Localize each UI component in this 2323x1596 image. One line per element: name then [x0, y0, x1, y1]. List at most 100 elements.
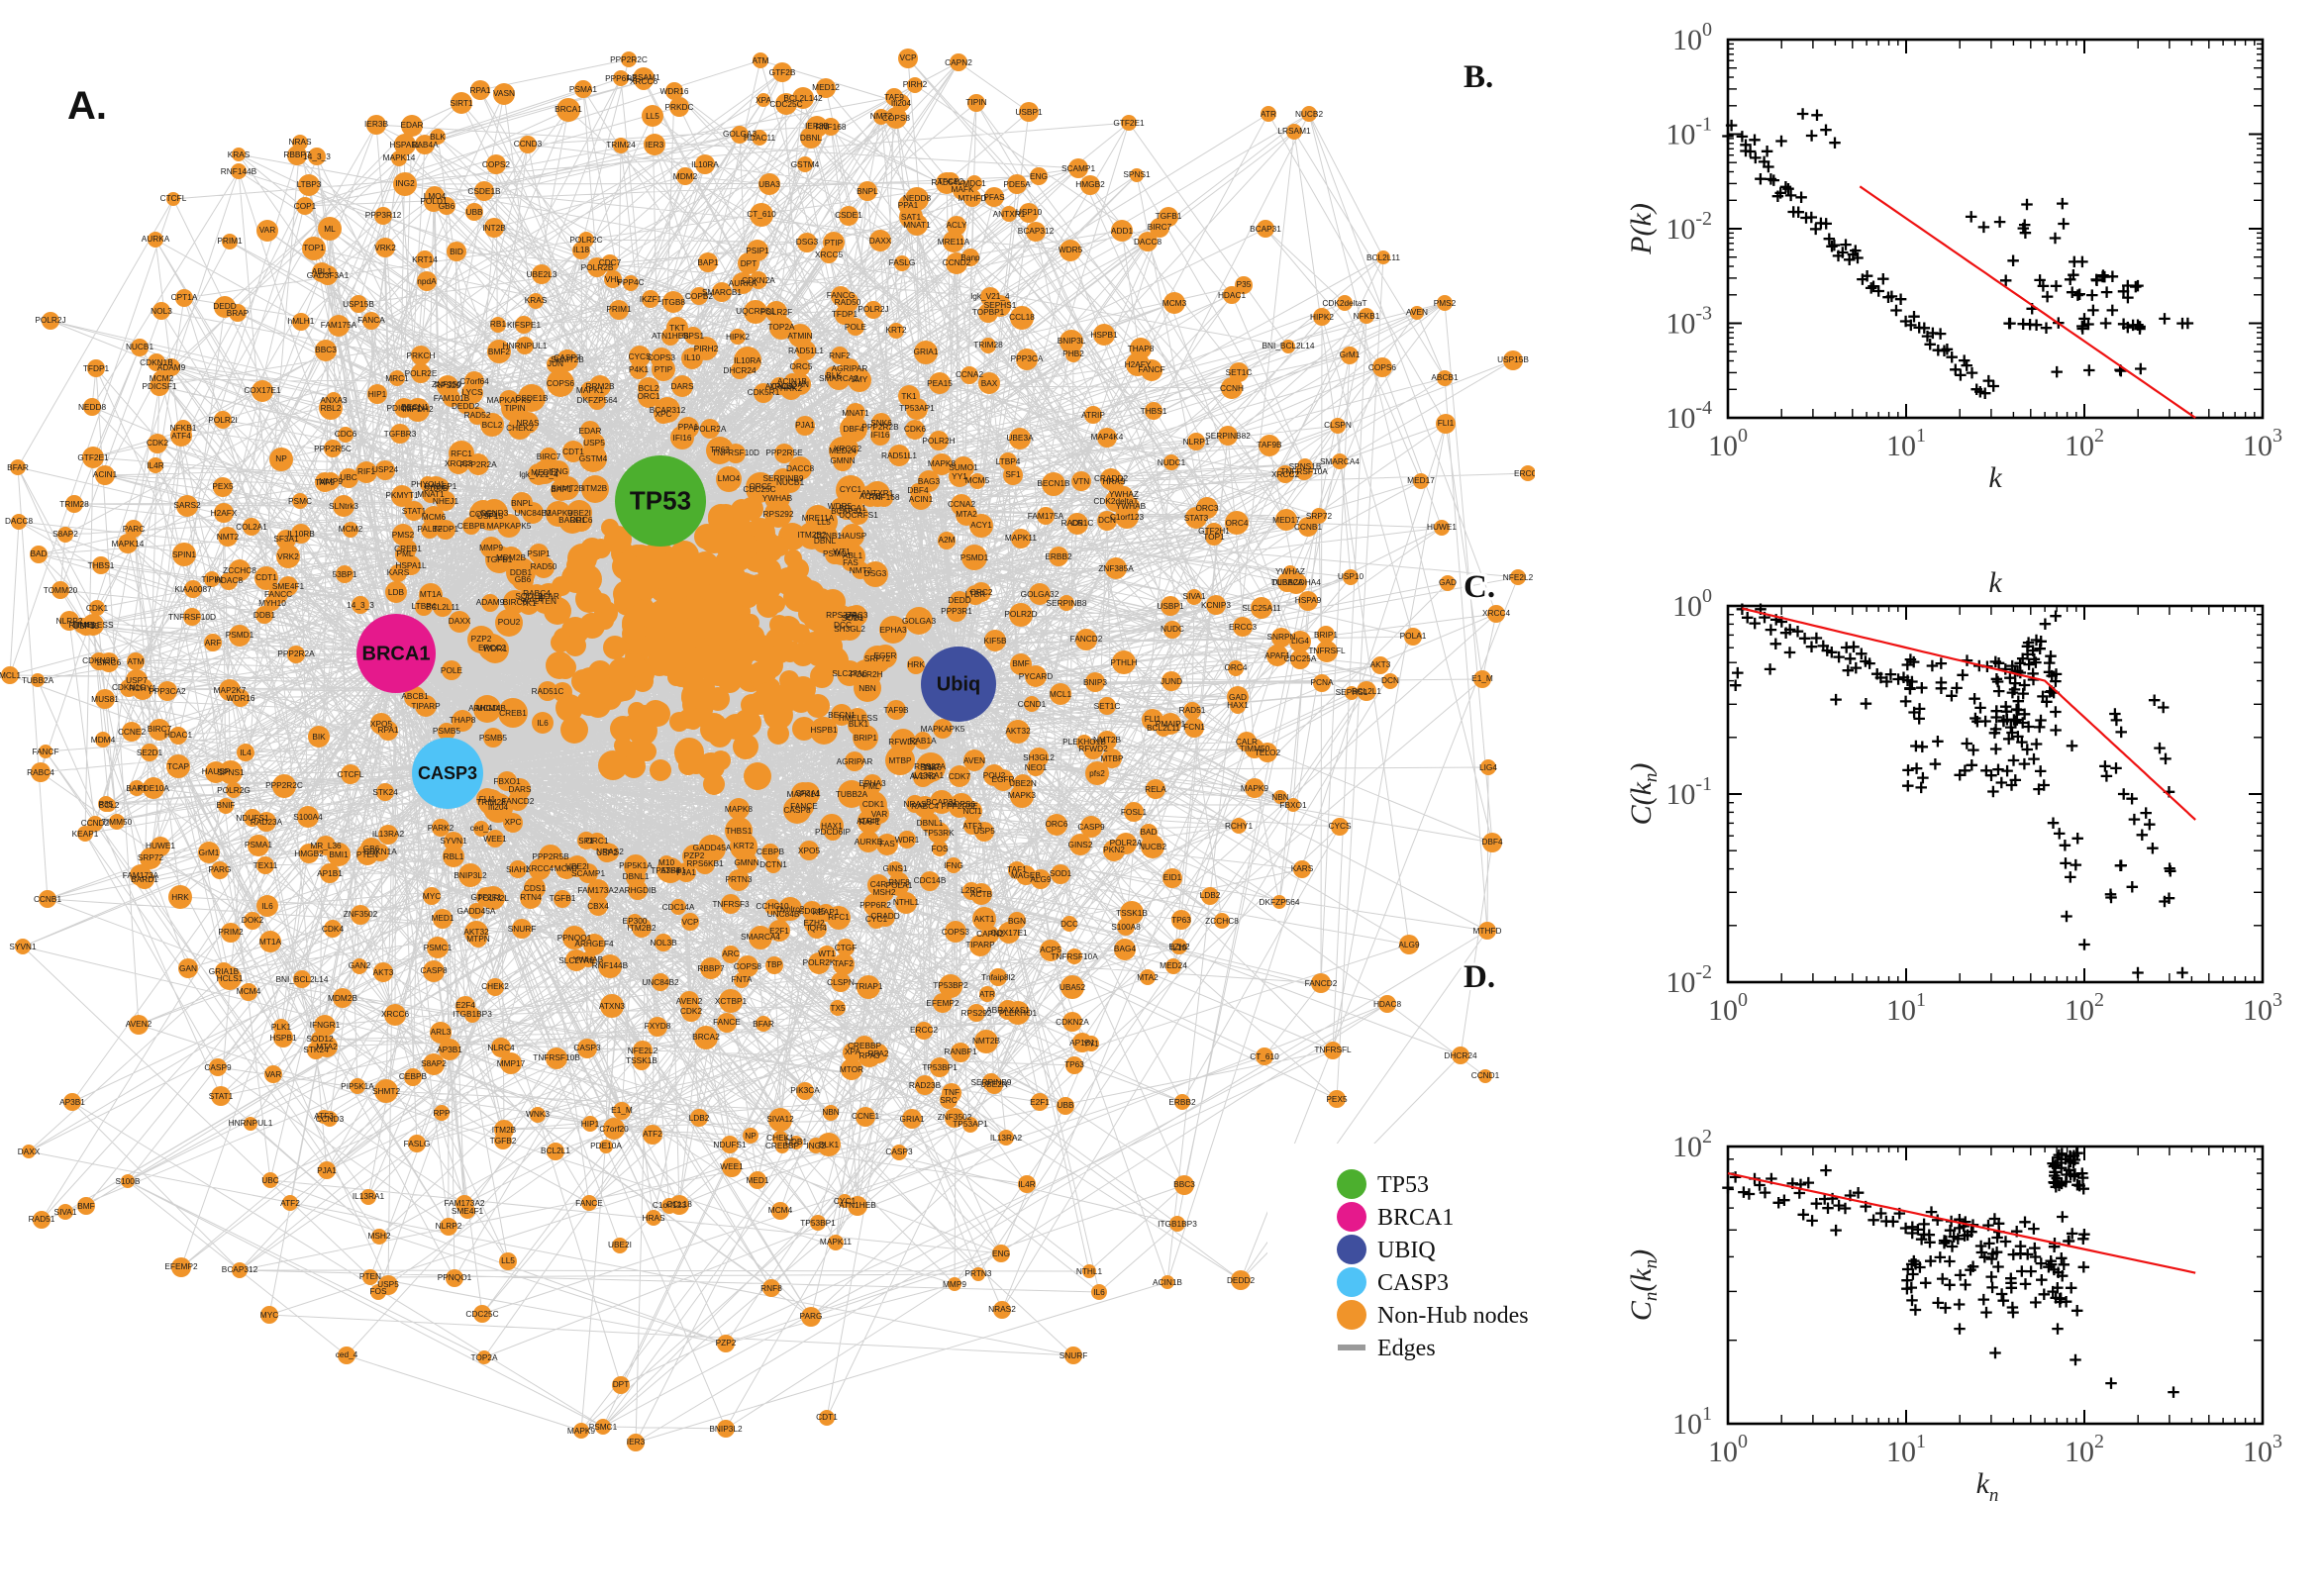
svg-text:TIPARP: TIPARP: [965, 940, 995, 949]
svg-text:MDM4: MDM4: [91, 735, 116, 745]
svg-text:TOP2A: TOP2A: [470, 1352, 498, 1362]
svg-text:INT2B: INT2B: [482, 223, 506, 233]
svg-text:FLI1: FLI1: [1438, 418, 1455, 428]
svg-text:CDK1: CDK1: [862, 799, 885, 809]
svg-text:PPP2R2C: PPP2R2C: [265, 780, 303, 790]
svg-text:ITM2B: ITM2B: [492, 1125, 517, 1135]
svg-text:ORC4: ORC4: [1224, 662, 1247, 672]
svg-text:DAXX: DAXX: [449, 616, 471, 626]
svg-text:FASLG: FASLG: [889, 257, 916, 267]
svg-text:IFNG: IFNG: [944, 860, 963, 870]
svg-text:COX17E1: COX17E1: [244, 385, 281, 395]
svg-text:SE2D1: SE2D1: [137, 748, 163, 757]
svg-text:HUWE1: HUWE1: [1427, 522, 1457, 532]
svg-text:DBNL1: DBNL1: [917, 818, 944, 828]
svg-text:RAD52: RAD52: [464, 410, 491, 420]
svg-text:NFE2L2: NFE2L2: [1503, 572, 1534, 582]
svg-text:ACTB: ACTB: [970, 889, 993, 899]
svg-text:SIVA12: SIVA12: [766, 1114, 794, 1124]
svg-text:DHCR24: DHCR24: [723, 365, 757, 375]
svg-text:YWHAB: YWHAB: [762, 493, 793, 503]
svg-text:VTN: VTN: [1073, 476, 1090, 486]
svg-text:STAT1: STAT1: [209, 1091, 234, 1101]
svg-text:DACC8: DACC8: [786, 463, 815, 473]
svg-text:IFI16: IFI16: [673, 433, 692, 443]
svg-text:TRIM24: TRIM24: [606, 140, 636, 150]
svg-text:BRCA1: BRCA1: [362, 644, 431, 665]
svg-text:XRCC6: XRCC6: [381, 1009, 410, 1019]
svg-text:BAX: BAX: [981, 378, 998, 388]
svg-text:CYC1: CYC1: [834, 1196, 857, 1206]
svg-text:MCM5: MCM5: [965, 475, 990, 485]
svg-text:TAF2: TAF2: [834, 958, 854, 968]
svg-text:NLRP1: NLRP1: [1183, 437, 1210, 447]
svg-text:DDB1: DDB1: [253, 610, 276, 620]
svg-text:GRIA1B: GRIA1B: [209, 966, 240, 976]
svg-text:MTPN: MTPN: [466, 934, 490, 944]
svg-text:PSMD1: PSMD1: [226, 630, 254, 640]
svg-text:RIF1: RIF1: [357, 466, 375, 476]
svg-text:S8AP2: S8AP2: [52, 529, 78, 539]
svg-text:KARS: KARS: [387, 567, 410, 577]
svg-text:10-2: 10-2: [1666, 961, 1712, 999]
svg-text:MTBP: MTBP: [1100, 753, 1124, 763]
svg-text:MMP17: MMP17: [497, 1058, 526, 1068]
svg-text:TRIM28: TRIM28: [59, 499, 89, 509]
svg-text:RABC4: RABC4: [27, 767, 54, 777]
svg-text:TNF: TNF: [944, 1087, 960, 1097]
svg-text:COPS6: COPS6: [547, 378, 575, 388]
svg-text:GB6: GB6: [439, 201, 455, 211]
svg-text:RPS6KB1: RPS6KB1: [686, 858, 724, 868]
svg-text:MCM4: MCM4: [768, 1205, 793, 1215]
svg-text:RNF144B: RNF144B: [221, 166, 257, 176]
svg-text:AGRIPAR: AGRIPAR: [832, 363, 868, 373]
svg-text:SYVN1: SYVN1: [440, 836, 467, 846]
svg-text:BAG4: BAG4: [1114, 944, 1137, 953]
svg-text:CASP8: CASP8: [420, 965, 448, 975]
svg-text:ACIN1: ACIN1: [93, 469, 118, 479]
svg-text:TFDP1: TFDP1: [83, 363, 110, 373]
svg-text:SMARCA2: SMARCA2: [819, 373, 858, 383]
svg-text:MED1: MED1: [746, 1175, 768, 1185]
svg-text:TP53AP1: TP53AP1: [899, 403, 935, 413]
svg-text:PZP2: PZP2: [716, 1338, 737, 1347]
svg-text:HSPB1: HSPB1: [269, 1033, 297, 1043]
svg-text:GMNN: GMNN: [830, 455, 855, 465]
svg-text:ABRAXAS1: ABRAXAS1: [986, 1005, 1030, 1015]
svg-text:WNK3: WNK3: [526, 1109, 550, 1119]
svg-text:TSSK1B: TSSK1B: [1116, 908, 1148, 918]
svg-text:BBC3: BBC3: [1173, 1179, 1195, 1189]
svg-text:MED17: MED17: [1407, 475, 1435, 485]
svg-text:NBN: NBN: [822, 1107, 840, 1117]
svg-text:POLR2J: POLR2J: [35, 315, 65, 325]
svg-text:KEAP1: KEAP1: [72, 829, 99, 839]
svg-text:IER3: IER3: [646, 140, 664, 150]
svg-text:USP15B: USP15B: [1497, 354, 1529, 364]
svg-text:UNC84B2: UNC84B2: [514, 508, 552, 518]
svg-text:CASP3: CASP3: [573, 1043, 601, 1052]
svg-text:PARG: PARG: [209, 864, 232, 874]
svg-text:RAD50: RAD50: [531, 561, 557, 571]
svg-text:PJA1: PJA1: [317, 1165, 337, 1175]
svg-text:HSPA1L: HSPA1L: [389, 140, 421, 150]
svg-text:TNFRSF10D: TNFRSF10D: [712, 448, 759, 457]
svg-text:Dynlrc2: Dynlrc2: [776, 904, 805, 914]
svg-text:RPP: RPP: [433, 1108, 451, 1118]
svg-text:NEO1: NEO1: [1025, 762, 1048, 772]
svg-text:BCL2: BCL2: [99, 800, 120, 810]
svg-text:RFC1: RFC1: [451, 449, 472, 458]
svg-text:TP63: TP63: [1171, 915, 1191, 925]
svg-text:USP5: USP5: [973, 826, 995, 836]
svg-text:COL2A1: COL2A1: [236, 522, 267, 532]
svg-text:CSDE1B: CSDE1B: [467, 186, 501, 196]
svg-text:IKZF1: IKZF1: [640, 294, 662, 304]
svg-text:THBS1: THBS1: [726, 826, 753, 836]
svg-text:PPP2R2C: PPP2R2C: [610, 54, 648, 64]
svg-text:ITM2B: ITM2B: [583, 483, 608, 493]
svg-text:ALG9: ALG9: [1398, 940, 1420, 949]
svg-text:CCL18: CCL18: [666, 1199, 692, 1209]
svg-text:RELA: RELA: [1145, 784, 1166, 794]
svg-text:WEE1: WEE1: [720, 1161, 744, 1171]
svg-text:BNI_BCL2L14: BNI_BCL2L14: [1262, 341, 1314, 350]
svg-text:RBL1: RBL1: [444, 851, 464, 861]
